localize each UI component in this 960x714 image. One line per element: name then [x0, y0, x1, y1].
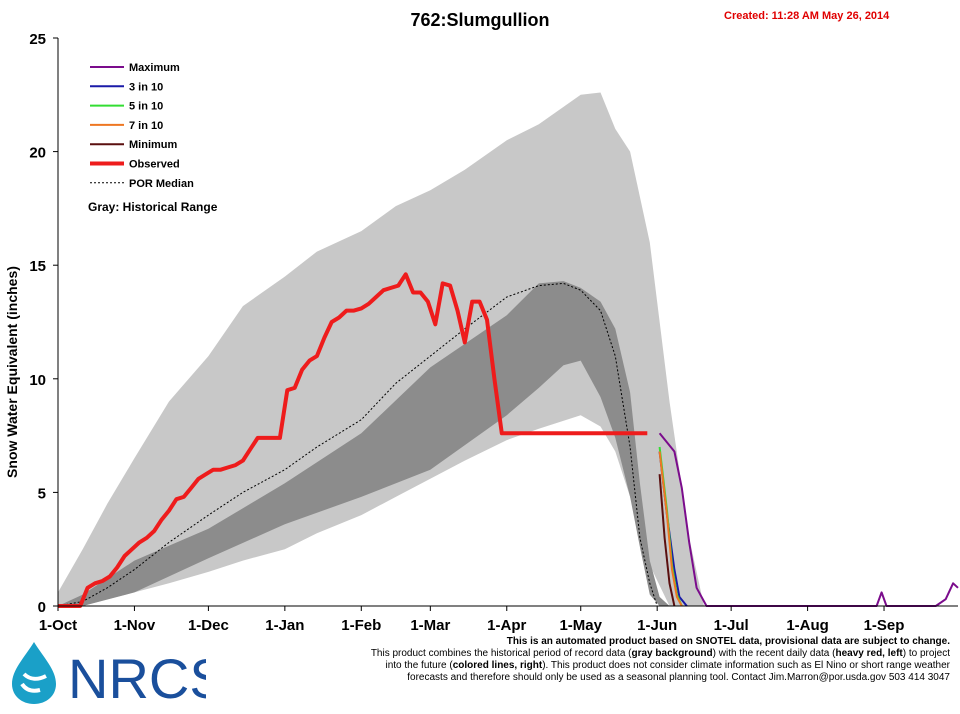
legend-label: Maximum	[129, 62, 180, 74]
y-tick-label: 25	[29, 31, 46, 48]
y-tick-label: 5	[38, 485, 46, 502]
x-tick-label: 1-Jun	[637, 617, 677, 634]
legend-label: 5 in 10	[129, 101, 163, 113]
y-axis-label: Snow Water Equivalent (inches)	[4, 266, 20, 478]
legend-note: Gray: Historical Range	[88, 200, 218, 214]
x-tick-label: 1-Apr	[487, 617, 526, 634]
series-line-maximum	[658, 432, 959, 607]
x-tick-label: 1-Feb	[341, 617, 381, 634]
historical-iqr-band	[58, 281, 670, 606]
chart-legend: Maximum 3 in 10 5 in 10 7 in 10 Minimum Obser…	[88, 62, 218, 214]
series-lines	[57, 272, 959, 608]
water-drop-icon	[12, 642, 56, 704]
disclaimer-line-4: forecasts and therefore should only be u…	[407, 672, 950, 683]
x-tick-label: 1-May	[559, 617, 602, 634]
x-tick-label: 1-Mar	[410, 617, 450, 634]
x-tick-label: 1-Jan	[265, 617, 304, 634]
y-tick-label: 10	[29, 372, 46, 389]
y-tick-label: 20	[29, 145, 46, 162]
disclaimer-line-1: This is an automated product based on SN…	[506, 636, 950, 647]
disclaimer-text: This is an automated product based on SN…	[330, 636, 950, 684]
chart-axes: 0 5 10 15 20 25 1-Oct 1-Nov 1-Dec 1-Jan 1-Feb 1-Mar…	[29, 31, 958, 634]
legend-label: 3 in 10	[129, 81, 163, 93]
series-line-minimum	[658, 474, 676, 607]
nrcs-wordmark: NRCS	[68, 647, 206, 706]
x-tick-label: 1-Dec	[188, 617, 229, 634]
legend-label: 7 in 10	[129, 120, 163, 132]
series-line-observed	[58, 272, 648, 608]
x-tick-label: 1-Jul	[714, 617, 749, 634]
series-line-7-in-10	[658, 451, 683, 607]
disclaimer-line-3: into the future (colored lines, right). …	[385, 660, 950, 671]
y-tick-label: 0	[38, 599, 46, 616]
y-tick-label: 15	[29, 258, 46, 275]
created-timestamp: Created: 11:28 AM May 26, 2014	[724, 10, 890, 22]
nrcs-logo: NRCS	[12, 642, 206, 706]
legend-label: Minimum	[129, 139, 177, 151]
legend-label: Observed	[129, 159, 180, 171]
historical-range-bands	[58, 92, 704, 606]
x-tick-label: 1-Nov	[114, 617, 156, 634]
legend-label: POR Median	[129, 178, 194, 190]
x-tick-label: 1-Oct	[39, 617, 77, 634]
x-tick-label: 1-Sep	[864, 617, 905, 634]
chart-title: 762:Slumgullion	[410, 10, 550, 30]
x-tick-label: 1-Aug	[786, 617, 829, 634]
disclaimer-line-2: This product combines the historical per…	[370, 648, 950, 659]
historical-range-band	[58, 92, 704, 606]
series-line-por-median	[57, 282, 658, 607]
